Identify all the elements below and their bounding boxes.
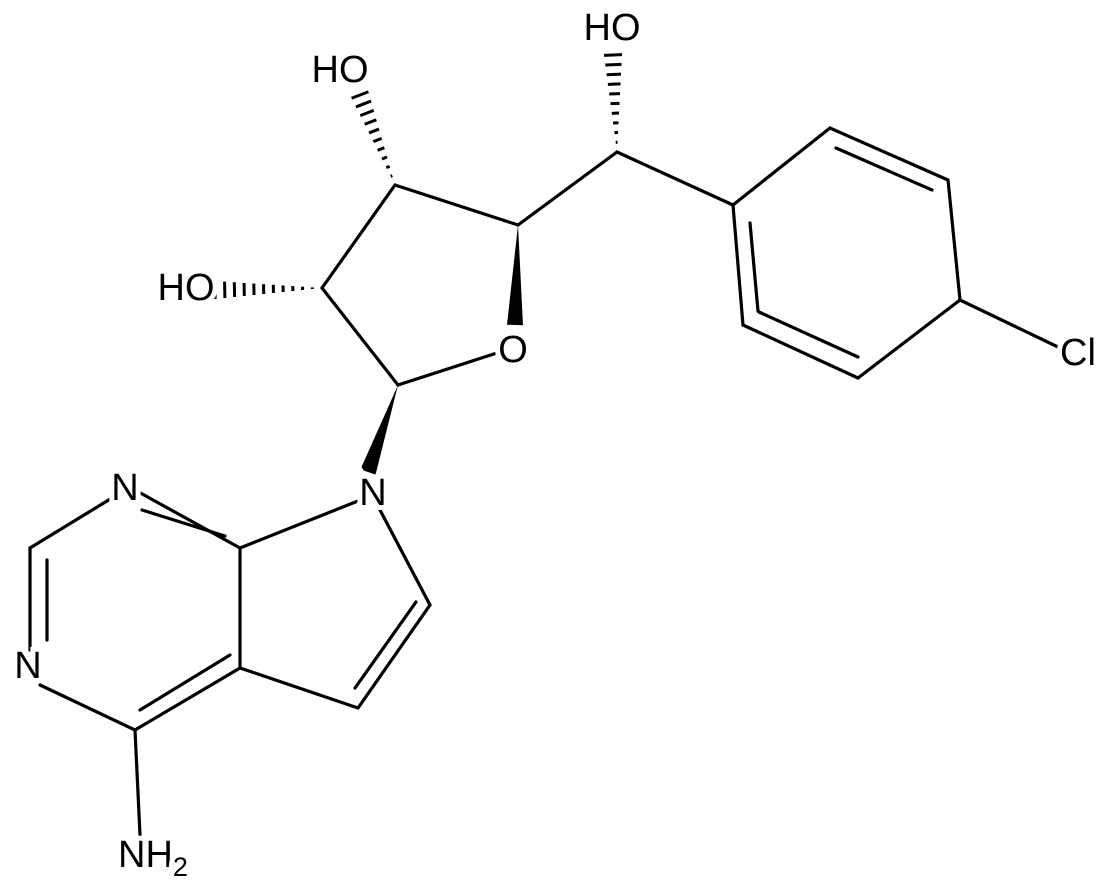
atom-label: HO — [312, 49, 369, 91]
atom-label: O — [498, 329, 528, 371]
atom-label: HO — [584, 7, 641, 49]
atom-label: N — [14, 645, 41, 687]
atom-label: N — [359, 472, 386, 514]
stereo-bond — [377, 146, 385, 152]
stereo-bond — [390, 174, 393, 178]
atom-labels: HO HO HO O Cl N N N NH2 — [9, 2, 1101, 887]
stereo-bond — [385, 164, 391, 170]
stereo-bond — [351, 90, 369, 100]
atom-subscript: 2 — [173, 852, 188, 882]
stereo-bond — [507, 225, 523, 326]
stereo-bond — [372, 136, 383, 144]
atom-label: N — [111, 467, 138, 509]
atom-label: Cl — [1060, 332, 1096, 374]
stereo-bond — [381, 155, 388, 161]
atom-symbol: NH — [118, 834, 173, 876]
atom-label: NH2 — [118, 834, 188, 882]
stereo-bond — [355, 99, 372, 109]
stereo-bond — [364, 118, 377, 126]
bonds — [28, 53, 1060, 837]
stereo-bond — [603, 53, 623, 57]
stereo-bond — [359, 108, 375, 118]
atom-label: HO — [158, 267, 215, 309]
stereo-bond — [605, 62, 622, 67]
stereo-bond — [607, 82, 621, 86]
stereo-bond — [606, 72, 622, 77]
stereo-bond — [360, 385, 398, 475]
stereo-bond — [368, 127, 380, 135]
